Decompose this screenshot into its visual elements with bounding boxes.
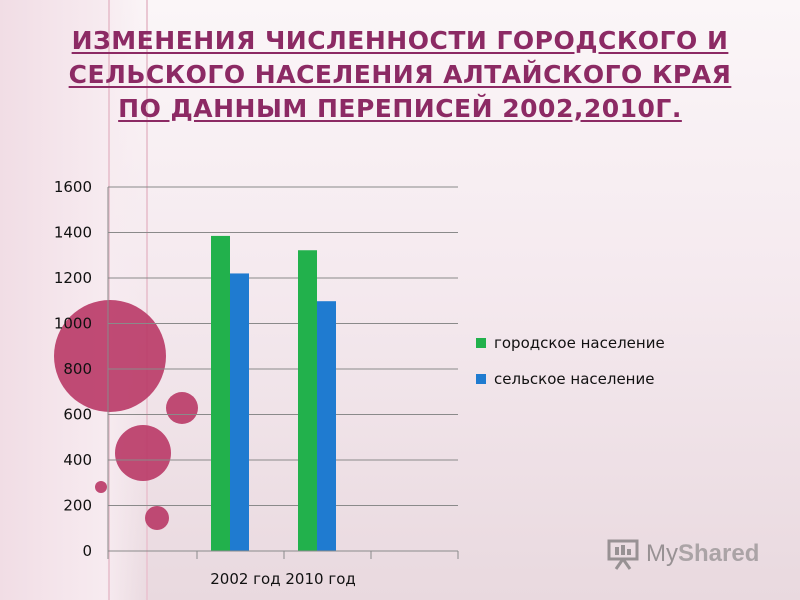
watermark-text-my: My [646,540,678,567]
legend-label-urban: городское население [494,334,665,352]
decorative-bubble [166,392,198,424]
bar-urban [211,235,230,551]
chart-axes [107,187,459,559]
y-tick-label: 1200 [54,269,92,287]
bar-urban [298,250,317,551]
decorative-line [146,0,148,600]
watermark-logo: MyShared [606,536,759,572]
y-tick-label: 1000 [54,315,92,333]
chart-legend: городское население сельское население [476,332,716,404]
chart-labels: 0 200 400 600 800 1000 1200 1400 1600 2002 год 20… [54,178,356,588]
chart-bars [211,235,336,551]
chart-grid [108,186,458,552]
decorative-band [0,0,150,600]
legend-swatch-urban [476,338,486,348]
slide-title: ИЗМЕНЕНИЯ ЧИСЛЕННОСТИ ГОРОДСКОГО И СЕЛЬС… [68,26,732,123]
y-tick-label: 800 [63,360,92,378]
presentation-board-icon [607,539,639,570]
decorative-bubble [54,300,166,412]
watermark-text-rest: Shared [678,540,760,567]
bar-rural [230,273,249,551]
decorative-bubble [95,481,107,493]
legend-label-rural: сельское население [494,370,655,388]
y-tick-label: 0 [82,542,92,560]
decorative-bubble [145,506,169,530]
decorative-bubble [115,425,171,481]
y-tick-label: 600 [63,406,92,424]
y-tick-label: 1400 [54,224,92,242]
y-tick-label: 400 [63,451,92,469]
legend-item-urban: городское население [476,332,716,354]
legend-item-rural: сельское население [476,368,716,390]
decorative-bubbles [54,300,198,530]
y-tick-label: 1600 [54,178,92,196]
bar-rural [317,301,336,551]
x-tick-label: 2002 год 2010 год [210,570,356,588]
decorative-line [108,0,110,600]
y-tick-label: 200 [63,497,92,515]
legend-swatch-rural [476,374,486,384]
